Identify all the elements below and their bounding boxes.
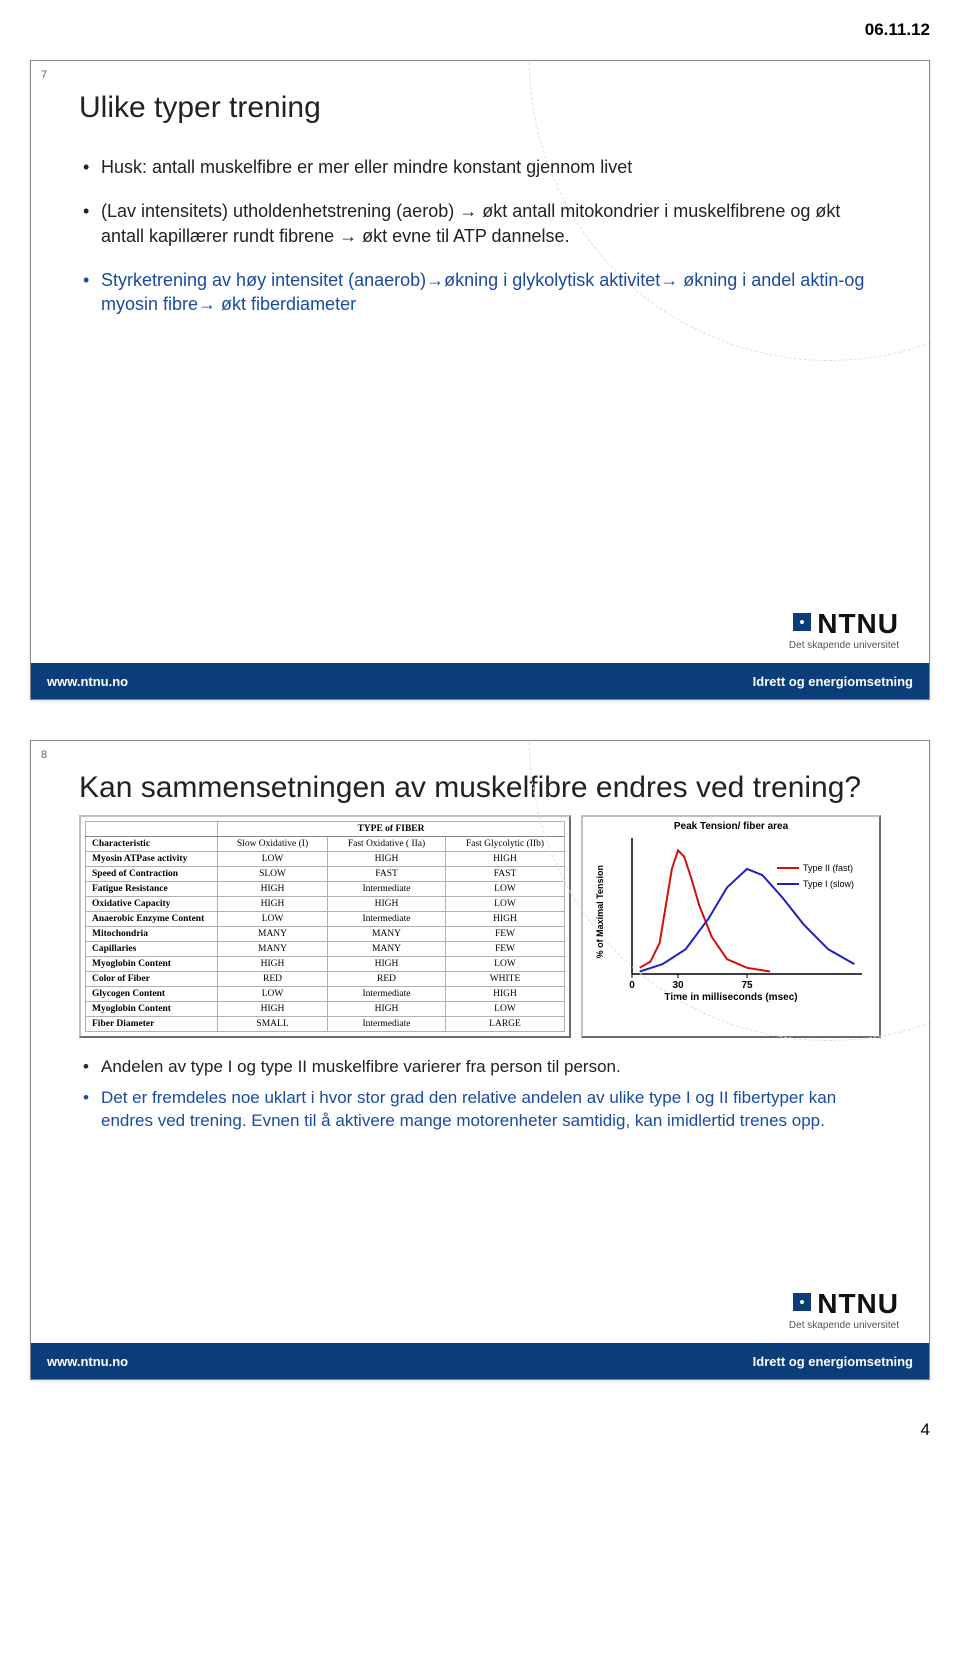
bullet-item: Det er fremdeles noe uklart i hvor stor … [79, 1087, 881, 1133]
slide-8: 8 Kan sammensetningen av muskelfibre end… [30, 740, 930, 1380]
chart-title: Peak Tension/ fiber area [674, 821, 788, 832]
svg-text:Type II (fast): Type II (fast) [803, 863, 853, 873]
bullet-list: Husk: antall muskelfibre er mer eller mi… [79, 155, 881, 316]
bullet-list: Andelen av type I og type II muskelfibre… [79, 1056, 881, 1133]
svg-text:0: 0 [629, 980, 635, 991]
chart-xlabel: Time in milliseconds (msec) [664, 992, 797, 1003]
tension-chart: Peak Tension/ fiber area % of Maximal Te… [581, 815, 881, 1038]
bullet-item: Husk: antall muskelfibre er mer eller mi… [79, 155, 881, 179]
footer-right: Idrett og energiomsetning [753, 674, 913, 689]
slide-footer: www.ntnu.no Idrett og energiomsetning [31, 663, 929, 699]
page-date: 06.11.12 [30, 20, 930, 40]
footer-right: Idrett og energiomsetning [753, 1354, 913, 1369]
chart-ylabel: % of Maximal Tension [595, 865, 605, 958]
ntnu-logo: NTNU Det skapende universitet [789, 1288, 899, 1331]
slide-title: Kan sammensetningen av muskelfibre endre… [79, 771, 881, 805]
slide-number: 7 [41, 69, 47, 81]
slide-footer: www.ntnu.no Idrett og energiomsetning [31, 1343, 929, 1379]
footer-left: www.ntnu.no [47, 1354, 128, 1369]
svg-text:30: 30 [672, 980, 684, 991]
logo-tagline: Det skapende universitet [789, 640, 899, 651]
svg-text:Type I (slow): Type I (slow) [803, 879, 854, 889]
chart-plot: 0 30 75 Type II (fast) Type I (slow) [607, 832, 867, 992]
svg-text:75: 75 [741, 980, 753, 991]
fiber-type-table: TYPE of FIBERCharacteristicSlow Oxidativ… [79, 815, 571, 1038]
logo-tagline: Det skapende universitet [789, 1320, 899, 1331]
page-number: 4 [30, 1420, 930, 1440]
logo-text: NTNU [817, 608, 899, 639]
logo-text: NTNU [817, 1288, 899, 1319]
slide-7: 7 Ulike typer trening Husk: antall muske… [30, 60, 930, 700]
slide-number: 8 [41, 749, 47, 761]
bullet-item: Andelen av type I og type II muskelfibre… [79, 1056, 881, 1079]
slide-title: Ulike typer trening [79, 91, 881, 125]
ntnu-logo: NTNU Det skapende universitet [789, 608, 899, 651]
footer-left: www.ntnu.no [47, 674, 128, 689]
bullet-item: (Lav intensitets) utholdenhetstrening (a… [79, 199, 881, 248]
bullet-item: Styrketrening av høy intensitet (anaerob… [79, 268, 881, 317]
